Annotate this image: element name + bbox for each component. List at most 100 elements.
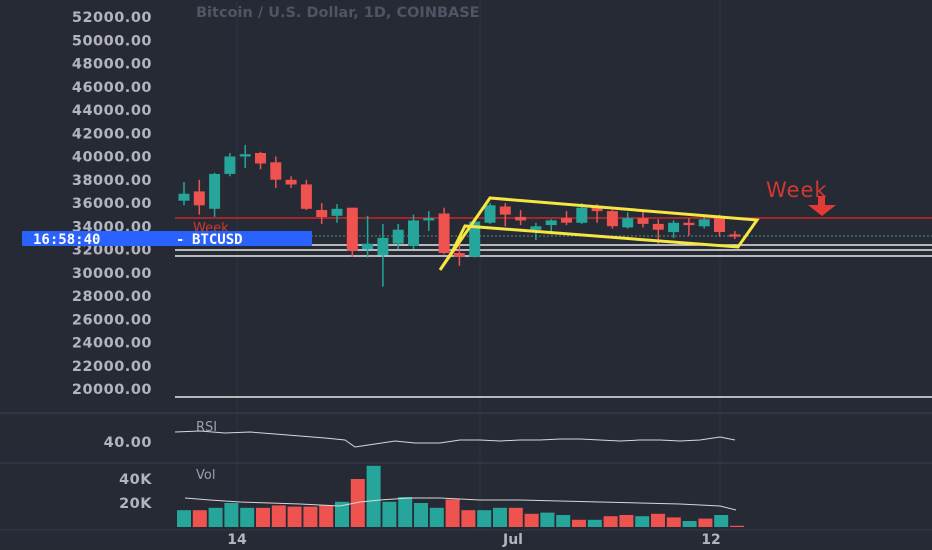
candle xyxy=(239,144,251,169)
candle xyxy=(346,207,358,257)
candle-body xyxy=(377,237,389,256)
candle-body xyxy=(224,156,236,174)
candle xyxy=(316,203,328,224)
candle-body xyxy=(545,220,557,226)
candle xyxy=(178,182,190,206)
volume-bar xyxy=(414,503,428,527)
candle-body xyxy=(239,154,251,157)
candle-body xyxy=(729,234,741,237)
x-axis-label-14: 14 xyxy=(227,532,247,548)
candle xyxy=(285,176,297,188)
candle xyxy=(270,156,282,188)
volume-bar xyxy=(714,515,729,527)
volume-bar xyxy=(303,506,318,527)
volume-bars xyxy=(177,465,744,527)
volume-bar xyxy=(493,507,507,527)
countdown-timer: 16:58:40 xyxy=(33,232,100,248)
candle xyxy=(438,207,450,255)
candle xyxy=(499,203,511,227)
candle-body xyxy=(316,210,328,217)
candle-body xyxy=(683,222,695,226)
volume-ma-line xyxy=(184,497,737,511)
candle xyxy=(255,151,266,170)
price-axis: 52000.00 50000.00 48000.00 46000.00 44000.00… xyxy=(72,10,152,398)
candle xyxy=(561,211,572,226)
candle xyxy=(729,230,741,239)
candle xyxy=(300,179,312,210)
symbol-tag-label: BTCUSD xyxy=(192,232,243,248)
volume-bar xyxy=(540,512,555,527)
volume-bar xyxy=(666,517,681,527)
candle xyxy=(484,203,496,224)
candle-body xyxy=(346,207,358,251)
candle-body xyxy=(453,253,465,257)
volume-axis-tick-20k: 20K xyxy=(119,496,152,512)
price-axis-tick: 20000.00 xyxy=(72,382,152,398)
price-axis-tick: 24000.00 xyxy=(72,336,152,352)
price-axis-tick: 50000.00 xyxy=(72,33,152,49)
price-axis-tick: 22000.00 xyxy=(72,359,152,375)
volume-bar xyxy=(335,501,349,527)
volume-bar xyxy=(382,501,397,527)
candle-body xyxy=(576,207,588,223)
candle-body xyxy=(637,218,649,224)
volume-bar xyxy=(429,507,444,527)
volume-bar xyxy=(445,499,460,527)
candle-body xyxy=(530,226,542,230)
volume-bar xyxy=(477,510,492,527)
price-axis-tick: 30000.00 xyxy=(72,266,152,282)
candle xyxy=(683,218,695,236)
candle-body xyxy=(469,221,481,257)
candle-body xyxy=(652,223,664,230)
price-axis-tick: 32000.00 xyxy=(72,243,152,259)
candle-body xyxy=(591,206,603,212)
volume-bar xyxy=(208,507,223,527)
symbol-price-tag[interactable] xyxy=(22,231,312,246)
candle-body xyxy=(331,208,343,216)
volume-bar xyxy=(524,513,539,527)
candle-body xyxy=(178,193,190,201)
price-axis-tick: 42000.00 xyxy=(72,126,152,142)
candle xyxy=(606,210,618,229)
price-axis-tick: 36000.00 xyxy=(72,196,152,212)
volume-bar xyxy=(350,479,365,527)
flag-channel-drawing[interactable] xyxy=(438,196,760,271)
candle-body xyxy=(668,222,680,233)
candle xyxy=(668,220,680,238)
volume-bar xyxy=(240,507,255,527)
price-axis-tick: 40000.00 xyxy=(72,150,152,166)
price-axis-tick: 52000.00 xyxy=(72,10,152,26)
volume-bar xyxy=(192,510,207,527)
candle-body xyxy=(270,162,282,180)
x-axis-label-12: 12 xyxy=(701,532,720,548)
arrow-down-icon xyxy=(808,196,836,216)
candle-body xyxy=(438,213,450,253)
price-axis-tick: 44000.00 xyxy=(72,103,152,119)
candle-body xyxy=(285,179,297,185)
candle xyxy=(193,179,205,215)
candle xyxy=(515,210,527,226)
candle xyxy=(224,153,236,177)
volume-bar xyxy=(224,503,239,527)
candle-body xyxy=(484,205,496,223)
candle-body xyxy=(714,218,725,232)
tag-separator: - xyxy=(176,232,184,248)
candle-body xyxy=(408,220,419,246)
candle xyxy=(637,211,649,228)
volume-bar xyxy=(271,505,286,527)
volume-bar xyxy=(366,465,381,527)
candle-body xyxy=(499,206,511,215)
candle-body xyxy=(622,218,634,228)
candle xyxy=(377,223,389,287)
volume-label: Vol xyxy=(196,468,215,483)
candle-body xyxy=(515,216,527,221)
volume-axis-tick-40k: 40K xyxy=(119,472,152,488)
candle xyxy=(362,215,374,258)
rsi-label: RSI xyxy=(196,420,217,435)
candle xyxy=(209,172,221,217)
candle-body xyxy=(255,153,266,164)
price-axis-tick: 28000.00 xyxy=(72,289,152,305)
volume-bar xyxy=(619,515,634,527)
volume-bar xyxy=(319,505,334,527)
